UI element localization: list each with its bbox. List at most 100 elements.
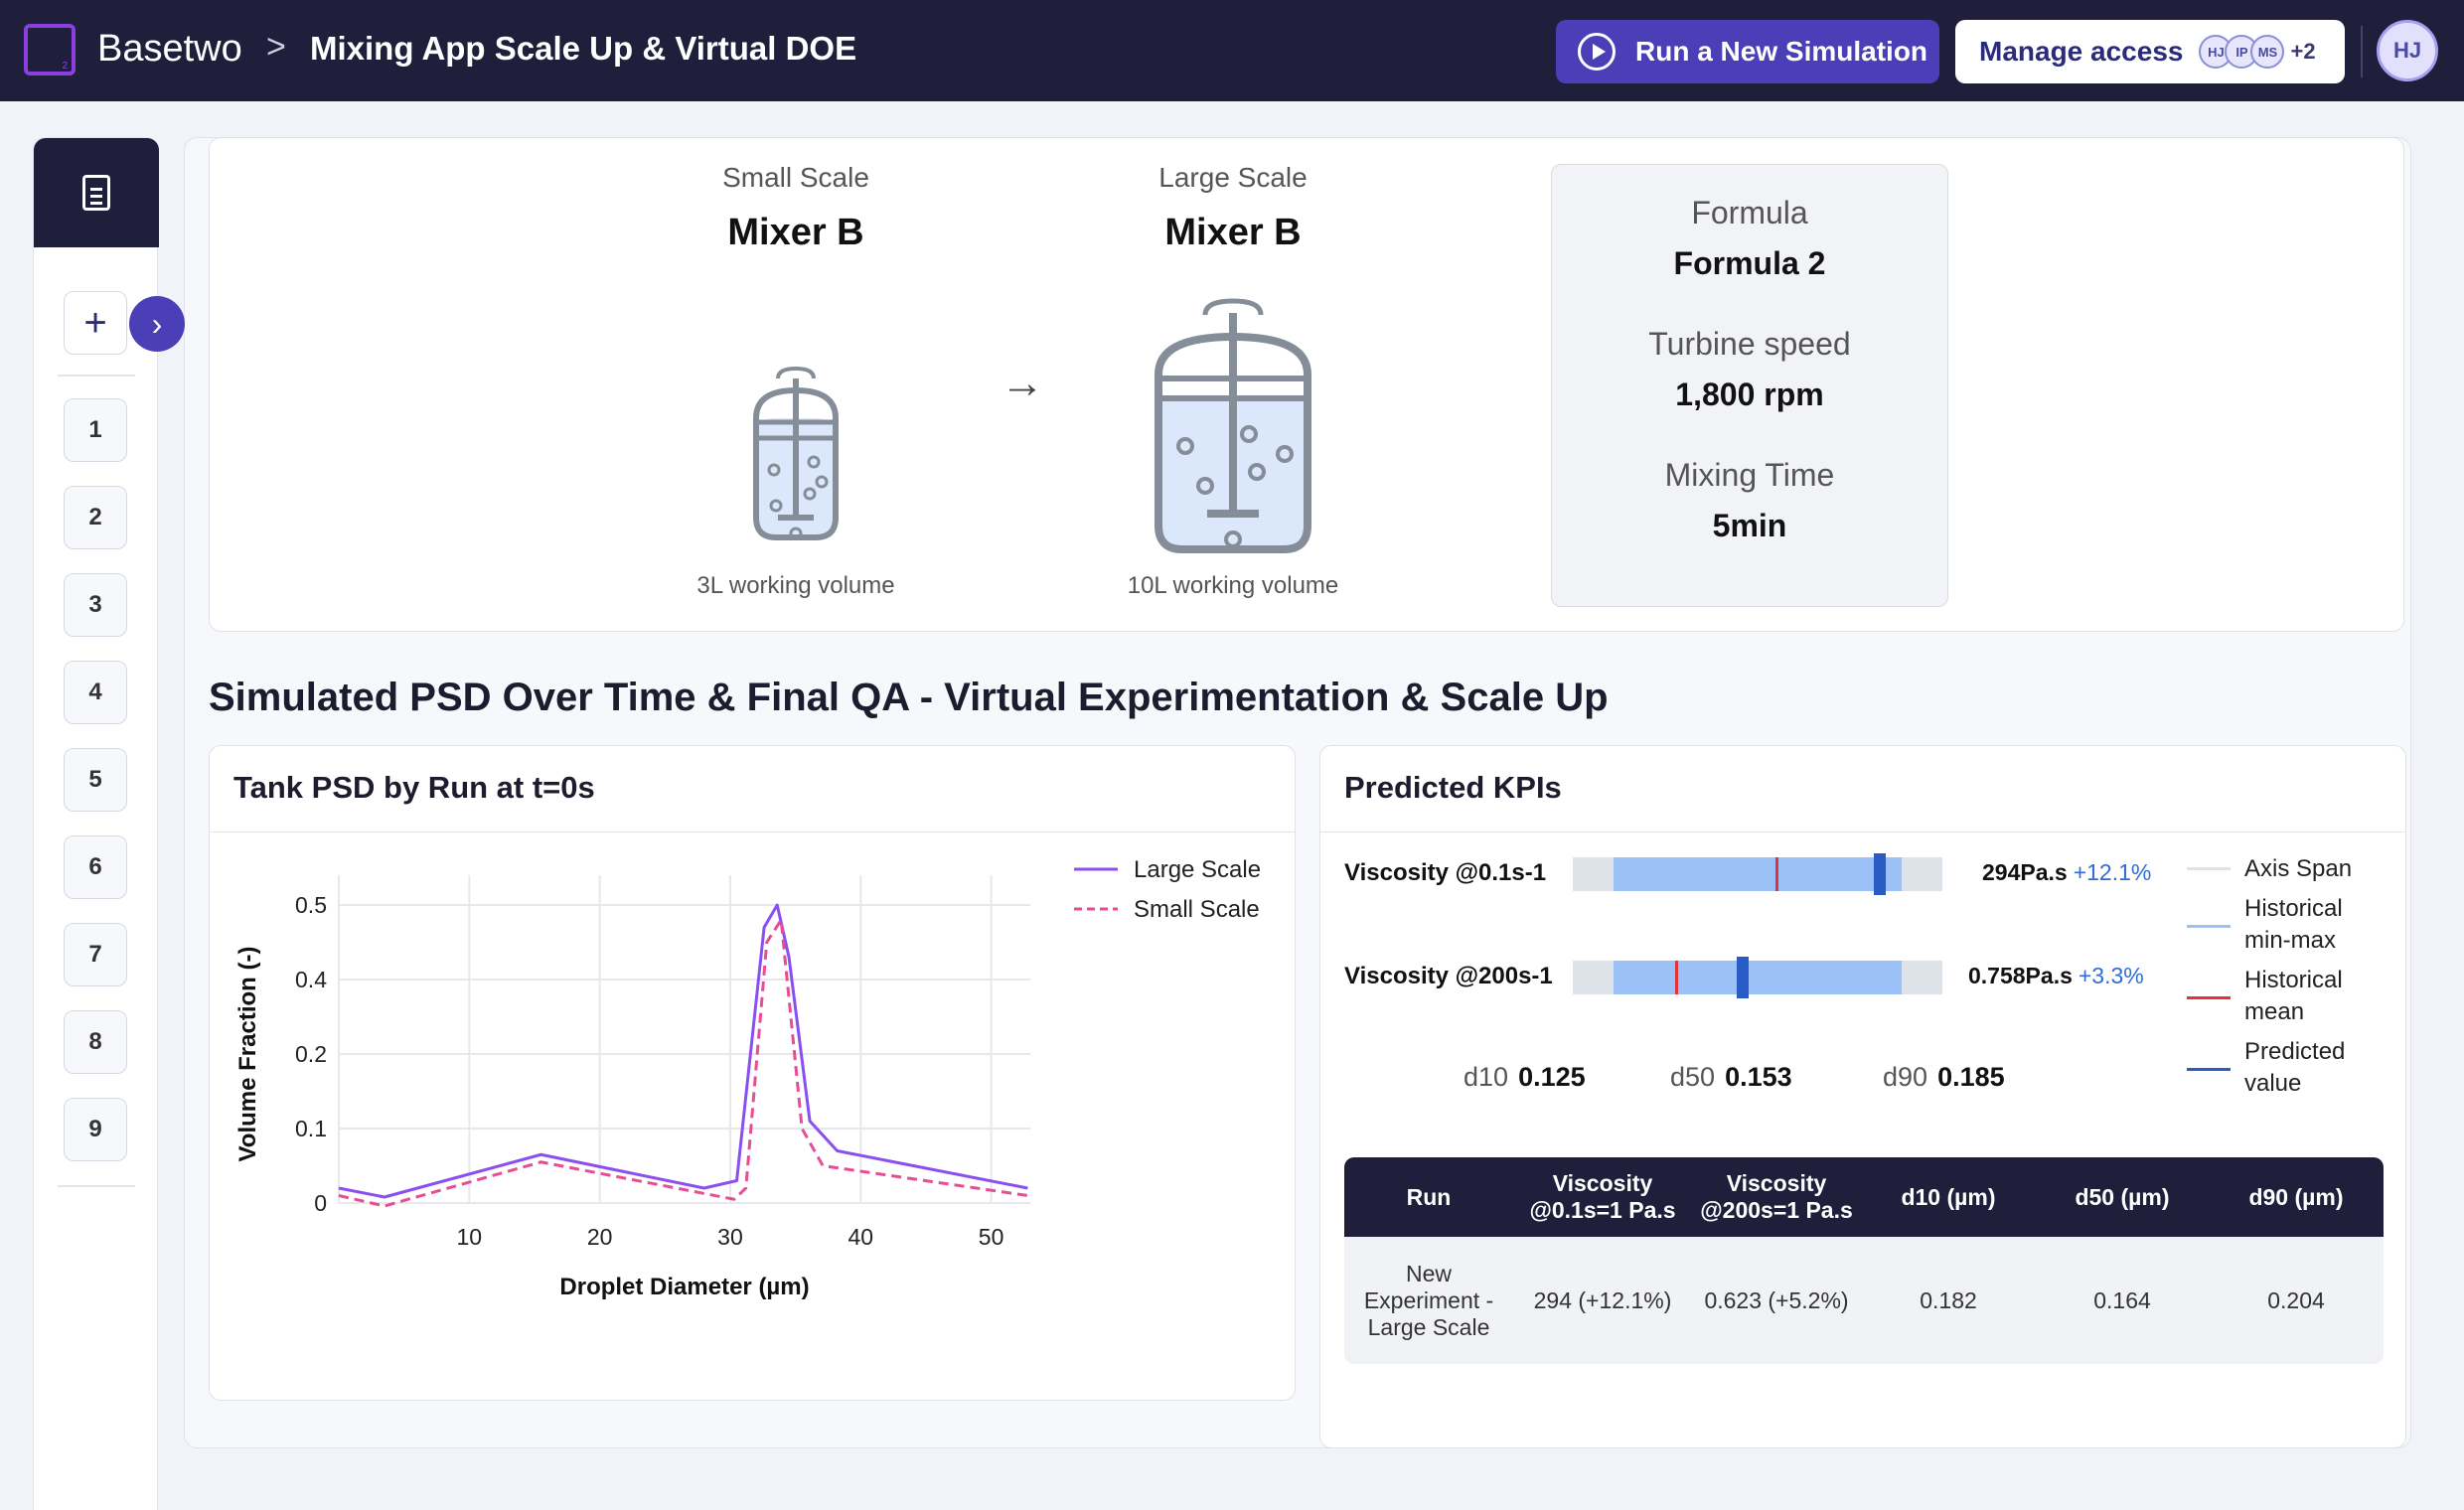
small-scale-volume: 3L working volume (696, 572, 895, 599)
d90-value: d90 0.185 (1883, 1062, 2005, 1093)
divider (58, 1185, 135, 1187)
legend-swatch-axis-span (2187, 867, 2231, 870)
large-mixer-icon (1155, 298, 1311, 553)
table-cell: 294 (+12.1%) (1513, 1237, 1692, 1364)
add-run-button[interactable]: + (64, 291, 127, 355)
table-cell: 0.164 (2036, 1237, 2209, 1364)
arrow-right-icon: → (1001, 359, 1044, 407)
large-scale-mixer: Mixer B (1164, 212, 1302, 253)
expand-sidebar-button[interactable]: › (129, 296, 185, 352)
x-tick-label: 30 (717, 1224, 743, 1250)
formula-summary: Formula Formula 2 Turbine speed 1,800 rp… (1551, 164, 1948, 607)
mixing-time-value: 5min (1712, 508, 1787, 543)
psd-line-chart[interactable]: 0 0.1 0.2 0.4 0.5 10 20 30 40 50 Droplet Diameter … (210, 831, 1297, 1402)
kpi-label: Viscosity @200s-1 (1344, 963, 1553, 989)
x-tick-label: 50 (979, 1224, 1004, 1250)
small-scale-label: Small Scale (722, 162, 869, 193)
historical-range-bar (1613, 857, 1903, 891)
d10-label: d10 (1463, 1062, 1509, 1092)
series-line-large-scale (338, 903, 1028, 1199)
sidebar-run-1[interactable]: 1 (64, 398, 127, 462)
mixing-time-label: Mixing Time (1664, 457, 1835, 493)
large-scale-label: Large Scale (1158, 162, 1308, 193)
sidebar-header[interactable] (34, 138, 159, 247)
sidebar-run-6[interactable]: 6 (64, 835, 127, 899)
kpi-value: 0.758Pa.s +3.3% (1968, 963, 2144, 989)
sidebar-run-3[interactable]: 3 (64, 573, 127, 637)
section-title: Simulated PSD Over Time & Final QA - Vir… (209, 676, 1609, 719)
sidebar-run-4[interactable]: 4 (64, 661, 127, 724)
divider (1320, 831, 2405, 832)
table-cell: 0.623 (+5.2%) (1692, 1237, 1861, 1364)
legend-axis-span: Axis Span (2244, 855, 2353, 882)
legend-label: Large Scale (1134, 856, 1261, 883)
x-tick-label: 10 (457, 1224, 483, 1250)
legend-swatch-predicted (2187, 1068, 2231, 1071)
d50-label: d50 (1670, 1062, 1716, 1092)
series-line-small-scale (338, 918, 1028, 1208)
kpi-label: Viscosity @0.1s-1 (1344, 859, 1547, 886)
avatar: MS (2250, 35, 2285, 69)
more-collaborators-count: +2 (2290, 39, 2316, 64)
x-axis-label: Droplet Diameter (µm) (559, 1274, 809, 1300)
sidebar-run-9[interactable]: 9 (64, 1098, 127, 1161)
chevron-right-icon: > (266, 28, 286, 66)
formula-label: Formula (1691, 195, 1808, 230)
sidebar-run-8[interactable]: 8 (64, 1010, 127, 1074)
top-bar: Basetwo > Mixing App Scale Up & Virtual … (0, 0, 2464, 101)
brand-name[interactable]: Basetwo (97, 28, 242, 70)
d10-number: 0.125 (1518, 1062, 1586, 1092)
historical-mean-marker (1675, 961, 1679, 994)
divider (58, 375, 135, 377)
sidebar-run-5[interactable]: 5 (64, 748, 127, 812)
table-header[interactable]: d10 (µm) (1861, 1157, 2036, 1237)
page-title: Mixing App Scale Up & Virtual DOE (310, 30, 857, 67)
sidebar-run-7[interactable]: 7 (64, 923, 127, 986)
d90-label: d90 (1883, 1062, 1928, 1092)
table-header[interactable]: d50 (µm) (2036, 1157, 2209, 1237)
table-header-row: Run Viscosity @0.1s=1 Pa.s Viscosity @20… (1344, 1157, 2384, 1237)
historical-mean-marker (1774, 857, 1778, 891)
large-scale-column: Large Scale Mixer B (1054, 162, 1412, 254)
table-cell: New Experiment - Large Scale (1344, 1237, 1513, 1364)
kpi-results-table: Run Viscosity @0.1s=1 Pa.s Viscosity @20… (1344, 1157, 2384, 1364)
formula-value: Formula 2 (1673, 245, 1826, 281)
table-header[interactable]: Viscosity @0.1s=1 Pa.s (1513, 1157, 1692, 1237)
user-avatar[interactable]: HJ (2377, 20, 2438, 81)
table-header[interactable]: Viscosity @200s=1 Pa.s (1692, 1157, 1861, 1237)
psd-chart-card: Tank PSD by Run at t=0s 0 0.1 0.2 0.4 0.5 10 2… (209, 745, 1296, 1401)
collaborator-avatars: HJ IP MS (2199, 35, 2285, 69)
kpi-value: 294Pa.s +12.1% (1982, 859, 2151, 886)
y-tick-label: 0.4 (295, 967, 327, 992)
y-tick-label: 0.2 (295, 1041, 327, 1067)
table-header[interactable]: d90 (µm) (2209, 1157, 2384, 1237)
run-new-simulation-label: Run a New Simulation (1635, 36, 1928, 67)
predicted-value-marker (1873, 853, 1886, 895)
sidebar-run-2[interactable]: 2 (64, 486, 127, 549)
manage-access-button[interactable]: Manage access HJ IP MS +2 (1955, 20, 2345, 83)
divider (210, 831, 1295, 832)
small-scale-mixer: Mixer B (727, 212, 864, 253)
kpi-card-title: Predicted KPIs (1344, 770, 1562, 805)
d50-value: d50 0.153 (1670, 1062, 1792, 1093)
manage-access-label: Manage access (1979, 36, 2184, 67)
legend-swatch-hist-range (2187, 925, 2231, 928)
play-icon (1578, 33, 1616, 71)
kpi-delta: +3.3% (2078, 963, 2144, 988)
table-cell: 0.182 (1861, 1237, 2036, 1364)
y-tick-label: 0 (314, 1190, 327, 1216)
table-header[interactable]: Run (1344, 1157, 1513, 1237)
psd-chart-title: Tank PSD by Run at t=0s (233, 770, 595, 805)
legend-hist-mean: Historical mean (2244, 967, 2343, 1025)
run-new-simulation-button[interactable]: Run a New Simulation (1556, 20, 1939, 83)
kpi-value-number: 294Pa.s (1982, 859, 2068, 885)
runs-sidebar: + 1 2 3 4 5 6 7 8 9 (33, 137, 159, 1510)
y-axis-label: Volume Fraction (-) (234, 947, 261, 1162)
table-cell: 0.204 (2209, 1237, 2384, 1364)
small-mixer-icon (753, 366, 839, 540)
table-row[interactable]: New Experiment - Large Scale 294 (+12.1%… (1344, 1237, 2384, 1364)
basetwo-logo-icon[interactable] (24, 24, 76, 76)
kpi-delta: +12.1% (2073, 859, 2152, 885)
kpi-value-number: 0.758Pa.s (1968, 963, 2073, 988)
legend-predicted: Predicted value (2244, 1038, 2346, 1097)
